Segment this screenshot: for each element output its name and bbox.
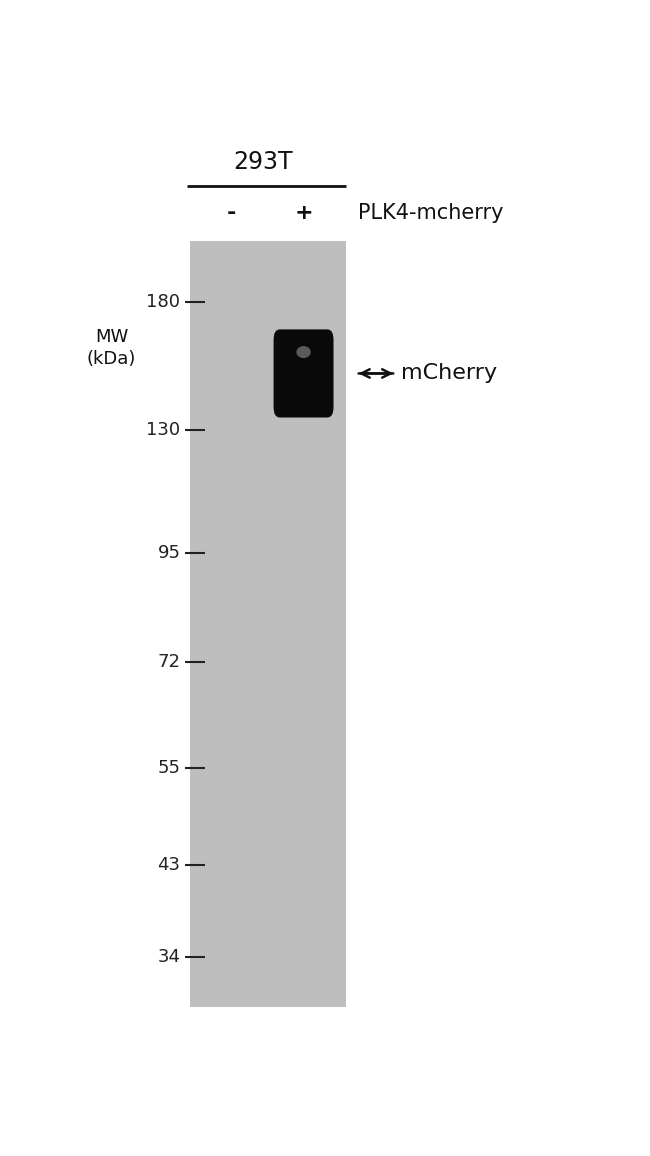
Text: 34: 34 [157, 948, 181, 966]
Ellipse shape [285, 400, 322, 408]
Text: PLK4-mcherry: PLK4-mcherry [358, 202, 504, 223]
Text: 55: 55 [157, 759, 181, 777]
Text: 95: 95 [157, 544, 181, 562]
Text: 43: 43 [157, 855, 181, 874]
Text: MW
(kDa): MW (kDa) [87, 328, 136, 368]
Text: mCherry: mCherry [401, 363, 497, 384]
Text: 293T: 293T [233, 150, 292, 175]
Text: +: + [294, 202, 313, 223]
Text: -: - [227, 202, 237, 223]
Ellipse shape [296, 346, 311, 358]
Bar [190, 242, 346, 1007]
Text: 72: 72 [157, 653, 181, 672]
Text: 180: 180 [146, 292, 181, 311]
FancyBboxPatch shape [274, 329, 333, 417]
Text: 130: 130 [146, 421, 181, 439]
